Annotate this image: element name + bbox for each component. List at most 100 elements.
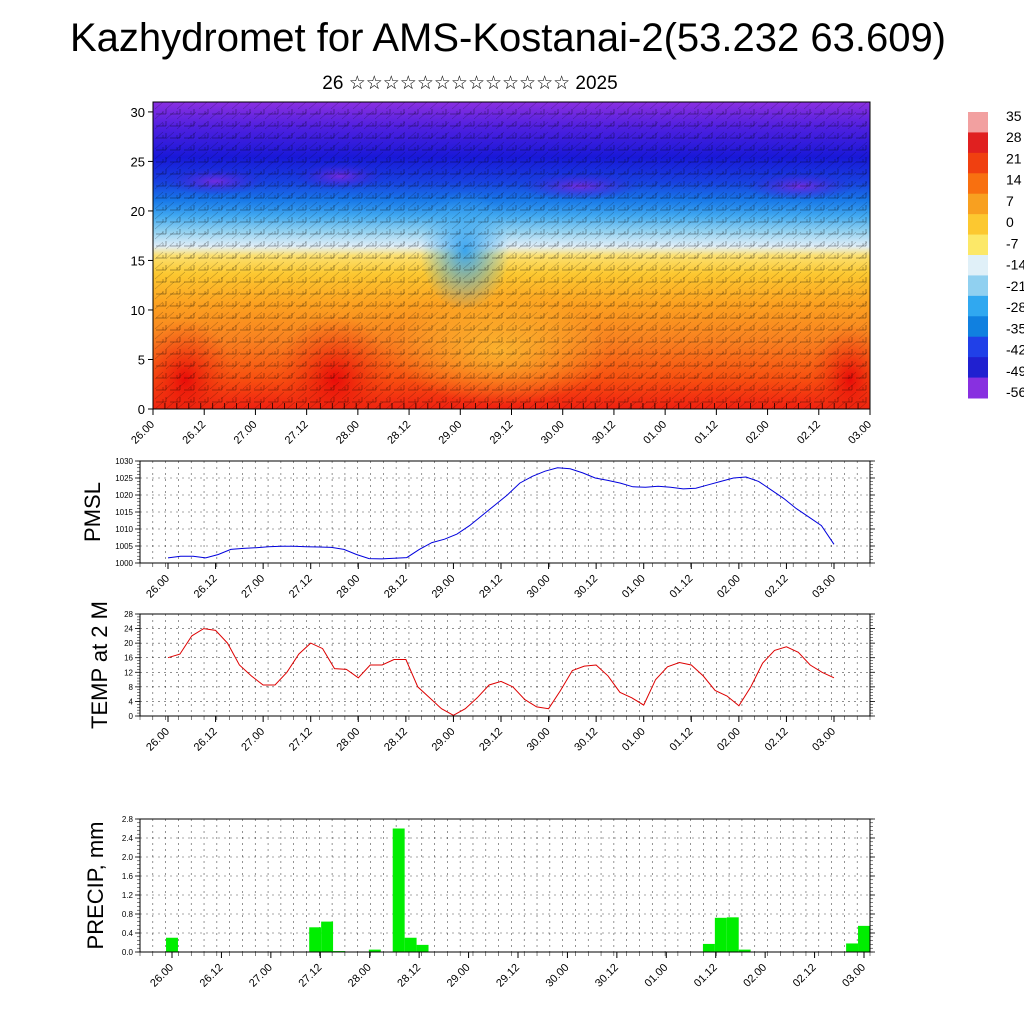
temp-xtick-label-3: 27.12 [287,726,315,754]
precip-ytick-label-1: 0.4 [122,929,134,938]
xs-ytick-label-6: 30 [131,105,145,120]
precip-xtick-label-5: 28.12 [395,962,423,990]
xs-xtick-label-11: 01.12 [693,419,721,447]
precip-panel: 0.0 0.4 0.8 1.2 1.6 2.0 2.4 2.8 26.00 26.12 27.00 2… [83,815,875,990]
pmsl-panel: 1000 1005 1010 1015 1020 1025 1030 26.00 26.12 27… [80,457,875,601]
colorbar-swatch-6 [968,234,988,256]
pmsl-ylabel: PMSL [80,482,105,542]
precip-bar-20 [404,937,417,952]
temp-panel: 0 4 8 12 16 20 24 28 26.00 26.12 27.00 27.12 28.00 28… [87,601,875,754]
temp-xtick-label-0: 26.00 [144,726,172,754]
precip-xtick-label-3: 27.12 [296,962,324,990]
pmsl-xtick-label-12: 02.00 [715,573,743,601]
colorbar-label-2: 21 [1006,150,1022,166]
temp-xtick-label-7: 29.12 [477,726,505,754]
colorbar-label-8: -21 [1006,278,1024,294]
colorbar-swatch-0 [968,112,988,133]
precip-frame [139,818,871,953]
temp-ytick-label-4: 16 [124,654,133,663]
precip-ytick-label-3: 1.2 [122,891,134,900]
precip-ytick-label-7: 2.8 [122,815,134,824]
precip-bar-21 [416,944,429,952]
precip-xtick-label-7: 29.12 [494,962,522,990]
streamlines [153,102,870,409]
colorbar-label-9: -28 [1006,299,1024,315]
temp-xtick-label-10: 01.00 [620,726,648,754]
pmsl-xtick-label-8: 30.00 [525,573,553,601]
temp-xtick-label-12: 02.00 [715,726,743,754]
precip-xtick-label-4: 28.00 [346,962,374,990]
colorbar-swatch-1 [968,132,988,154]
temp-ytick-label-0: 0 [129,712,134,721]
precip-bar-0 [166,937,178,952]
colorbar: 35 28 21 14 7 0 -7 -14 -21 -28 -35 -42 -49 -56 [968,108,1024,400]
precip-xtick-label-11: 01.12 [692,962,720,990]
pmsl-xtick-label-6: 29.00 [430,573,458,601]
cross-section-panel: 0 5 10 15 20 25 30 26.00 26.12 27.00 27.12 28.00 28.… [129,101,874,447]
temp-ytick-label-3: 12 [124,668,133,677]
precip-bar-57 [846,943,859,952]
pmsl-ytick-label-5: 1025 [115,474,133,483]
temp-ytick-label-6: 24 [124,625,133,634]
xs-xtick-label-6: 29.00 [436,419,464,447]
precip-ytick-label-5: 2.0 [122,853,134,862]
temp-xtick-label-11: 01.12 [667,726,695,754]
temp-xtick-label-1: 26.12 [192,726,220,754]
pmsl-series-line [167,467,835,560]
precip-xtick-label-12: 02.00 [741,962,769,990]
temp-ytick-label-7: 28 [124,610,133,619]
temp-xtick-label-2: 27.00 [239,726,267,754]
temp-xtick-label-6: 29.00 [430,726,458,754]
precip-bar-45 [702,943,715,952]
precip-bar-17 [368,949,381,952]
temp-series-line [167,628,835,716]
temp-xtick-label-14: 03.00 [810,726,838,754]
precip-xtick-label-10: 01.00 [642,962,670,990]
temp-ytick-label-2: 8 [129,683,134,692]
precip-xtick-label-1: 26.12 [198,962,226,990]
precip-bar-12 [309,927,322,952]
xs-xtick-label-14: 03.00 [846,419,874,447]
pmsl-xtick-label-2: 27.00 [239,573,267,601]
colorbar-swatch-5 [968,214,988,236]
pmsl-xtick-label-11: 01.12 [667,573,695,601]
precip-bar-46 [714,917,727,952]
colorbar-swatch-13 [968,377,988,399]
chart-title: Kazhydromet for AMS-Kostanai-2(53.232 63… [69,16,947,60]
temp-ytick-label-1: 4 [129,697,134,706]
precip-xtick-label-0: 26.00 [148,962,176,990]
colorbar-swatch-2 [968,152,988,174]
precip-ytick-label-4: 1.6 [122,872,134,881]
precip-ytick-label-6: 2.4 [122,834,134,843]
precip-bar-58 [858,925,870,952]
pmsl-xtick-label-13: 02.12 [763,573,791,601]
colorbar-label-1: 28 [1006,129,1022,145]
colorbar-label-11: -42 [1006,342,1024,358]
precip-xtick-label-9: 30.12 [593,962,621,990]
colorbar-swatch-10 [968,316,988,338]
pmsl-ytick-label-0: 1000 [115,559,133,568]
colorbar-swatch-4 [968,193,988,215]
xs-xtick-label-10: 01.00 [641,419,669,447]
colorbar-swatch-12 [968,357,988,379]
precip-ytick-label-2: 0.8 [122,910,134,919]
precip-ylabel: PRECIP, mm [83,822,108,950]
xs-ytick-label-5: 25 [131,154,145,169]
colorbar-swatch-11 [968,336,988,358]
temp-frame [139,613,871,717]
temp-xtick-label-9: 30.12 [572,726,600,754]
xs-xtick-label-4: 28.00 [334,419,362,447]
colorbar-swatch-8 [968,275,988,297]
pmsl-xtick-label-7: 29.12 [477,573,505,601]
colorbar-label-0: 35 [1006,108,1022,124]
precip-bar-47 [726,917,739,952]
temp-ytick-label-5: 20 [124,639,133,648]
pmsl-xtick-label-9: 30.12 [572,573,600,601]
xs-xtick-label-0: 26.00 [129,419,157,447]
colorbar-label-5: 0 [1006,214,1014,230]
pmsl-xtick-label-4: 28.00 [334,573,362,601]
pmsl-xtick-label-5: 28.12 [382,573,410,601]
colorbar-label-10: -35 [1006,320,1024,336]
pmsl-xtick-label-1: 26.12 [192,573,220,601]
